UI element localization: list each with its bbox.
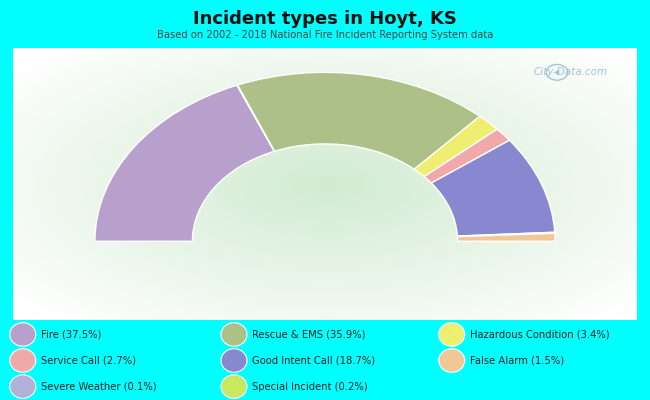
Text: Rescue & EMS (35.9%): Rescue & EMS (35.9%): [252, 330, 366, 340]
Ellipse shape: [10, 323, 36, 346]
Ellipse shape: [221, 349, 247, 372]
Wedge shape: [458, 232, 555, 237]
Wedge shape: [414, 116, 497, 177]
Text: Based on 2002 - 2018 National Fire Incident Reporting System data: Based on 2002 - 2018 National Fire Incid…: [157, 30, 493, 40]
Text: Good Intent Call (18.7%): Good Intent Call (18.7%): [252, 356, 375, 366]
Text: City-Data.com: City-Data.com: [534, 67, 608, 77]
Wedge shape: [95, 85, 274, 241]
Ellipse shape: [221, 375, 247, 398]
Wedge shape: [424, 129, 510, 183]
Wedge shape: [238, 72, 480, 169]
Text: Special Incident (0.2%): Special Incident (0.2%): [252, 382, 368, 392]
Text: Incident types in Hoyt, KS: Incident types in Hoyt, KS: [193, 10, 457, 28]
Wedge shape: [237, 85, 275, 151]
Ellipse shape: [439, 323, 465, 346]
Ellipse shape: [10, 375, 36, 398]
Ellipse shape: [221, 323, 247, 346]
Text: Severe Weather (0.1%): Severe Weather (0.1%): [41, 382, 157, 392]
Ellipse shape: [439, 349, 465, 372]
Wedge shape: [458, 233, 555, 241]
Text: Hazardous Condition (3.4%): Hazardous Condition (3.4%): [470, 330, 610, 340]
Text: False Alarm (1.5%): False Alarm (1.5%): [470, 356, 564, 366]
Ellipse shape: [10, 349, 36, 372]
Text: Fire (37.5%): Fire (37.5%): [41, 330, 101, 340]
Text: Service Call (2.7%): Service Call (2.7%): [41, 356, 136, 366]
Wedge shape: [432, 140, 554, 236]
